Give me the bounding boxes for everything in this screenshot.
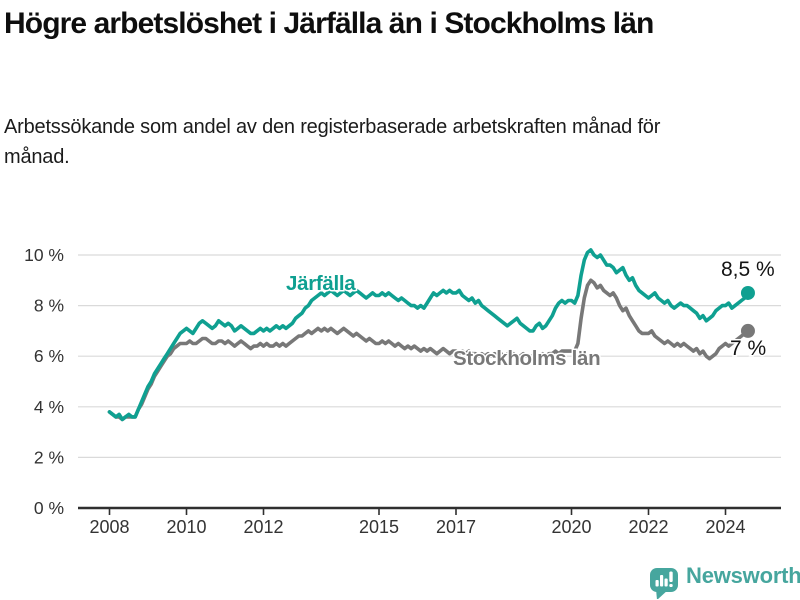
y-tick-label: 2 % <box>34 447 64 467</box>
series-end-dot-stockholms-lan <box>740 323 755 338</box>
x-tick-label: 2022 <box>628 517 668 537</box>
chart-subtitle: Arbetssökande som andel av den registerb… <box>4 116 661 168</box>
series-label-jarfalla: Järfälla <box>286 272 356 295</box>
series-end-dot-jarfalla <box>740 285 755 300</box>
brand-name: Newsworthy <box>686 563 800 588</box>
newsworthy-logo-icon <box>650 568 678 599</box>
y-tick-label: 0 % <box>34 498 64 518</box>
x-tick-label: 2017 <box>436 517 476 537</box>
end-value-label-jarfalla: 8,5 % <box>721 258 775 281</box>
y-tick-label: 8 % <box>34 296 64 316</box>
y-tick-label: 4 % <box>34 397 64 417</box>
x-tick-label: 2008 <box>89 517 129 537</box>
x-tick-label: 2015 <box>359 517 399 537</box>
y-tick-label: 10 % <box>24 245 64 265</box>
end-value-label-stockholms-lan: 7 % <box>730 337 766 360</box>
series-line-jarfalla <box>107 248 750 422</box>
y-tick-label: 6 % <box>34 346 64 366</box>
series-line-stockholms-lan <box>107 278 750 422</box>
x-tick-label: 2012 <box>243 517 283 537</box>
x-tick-label: 2010 <box>166 517 206 537</box>
series-label-stockholms-lan: Stockholms län <box>453 347 600 370</box>
brand-footer: Newsworthy <box>644 561 800 599</box>
x-tick-label: 2020 <box>551 517 591 537</box>
x-tick-label: 2024 <box>705 517 745 537</box>
chart-title: Högre arbetslöshet i Järfälla än i Stock… <box>4 7 654 40</box>
